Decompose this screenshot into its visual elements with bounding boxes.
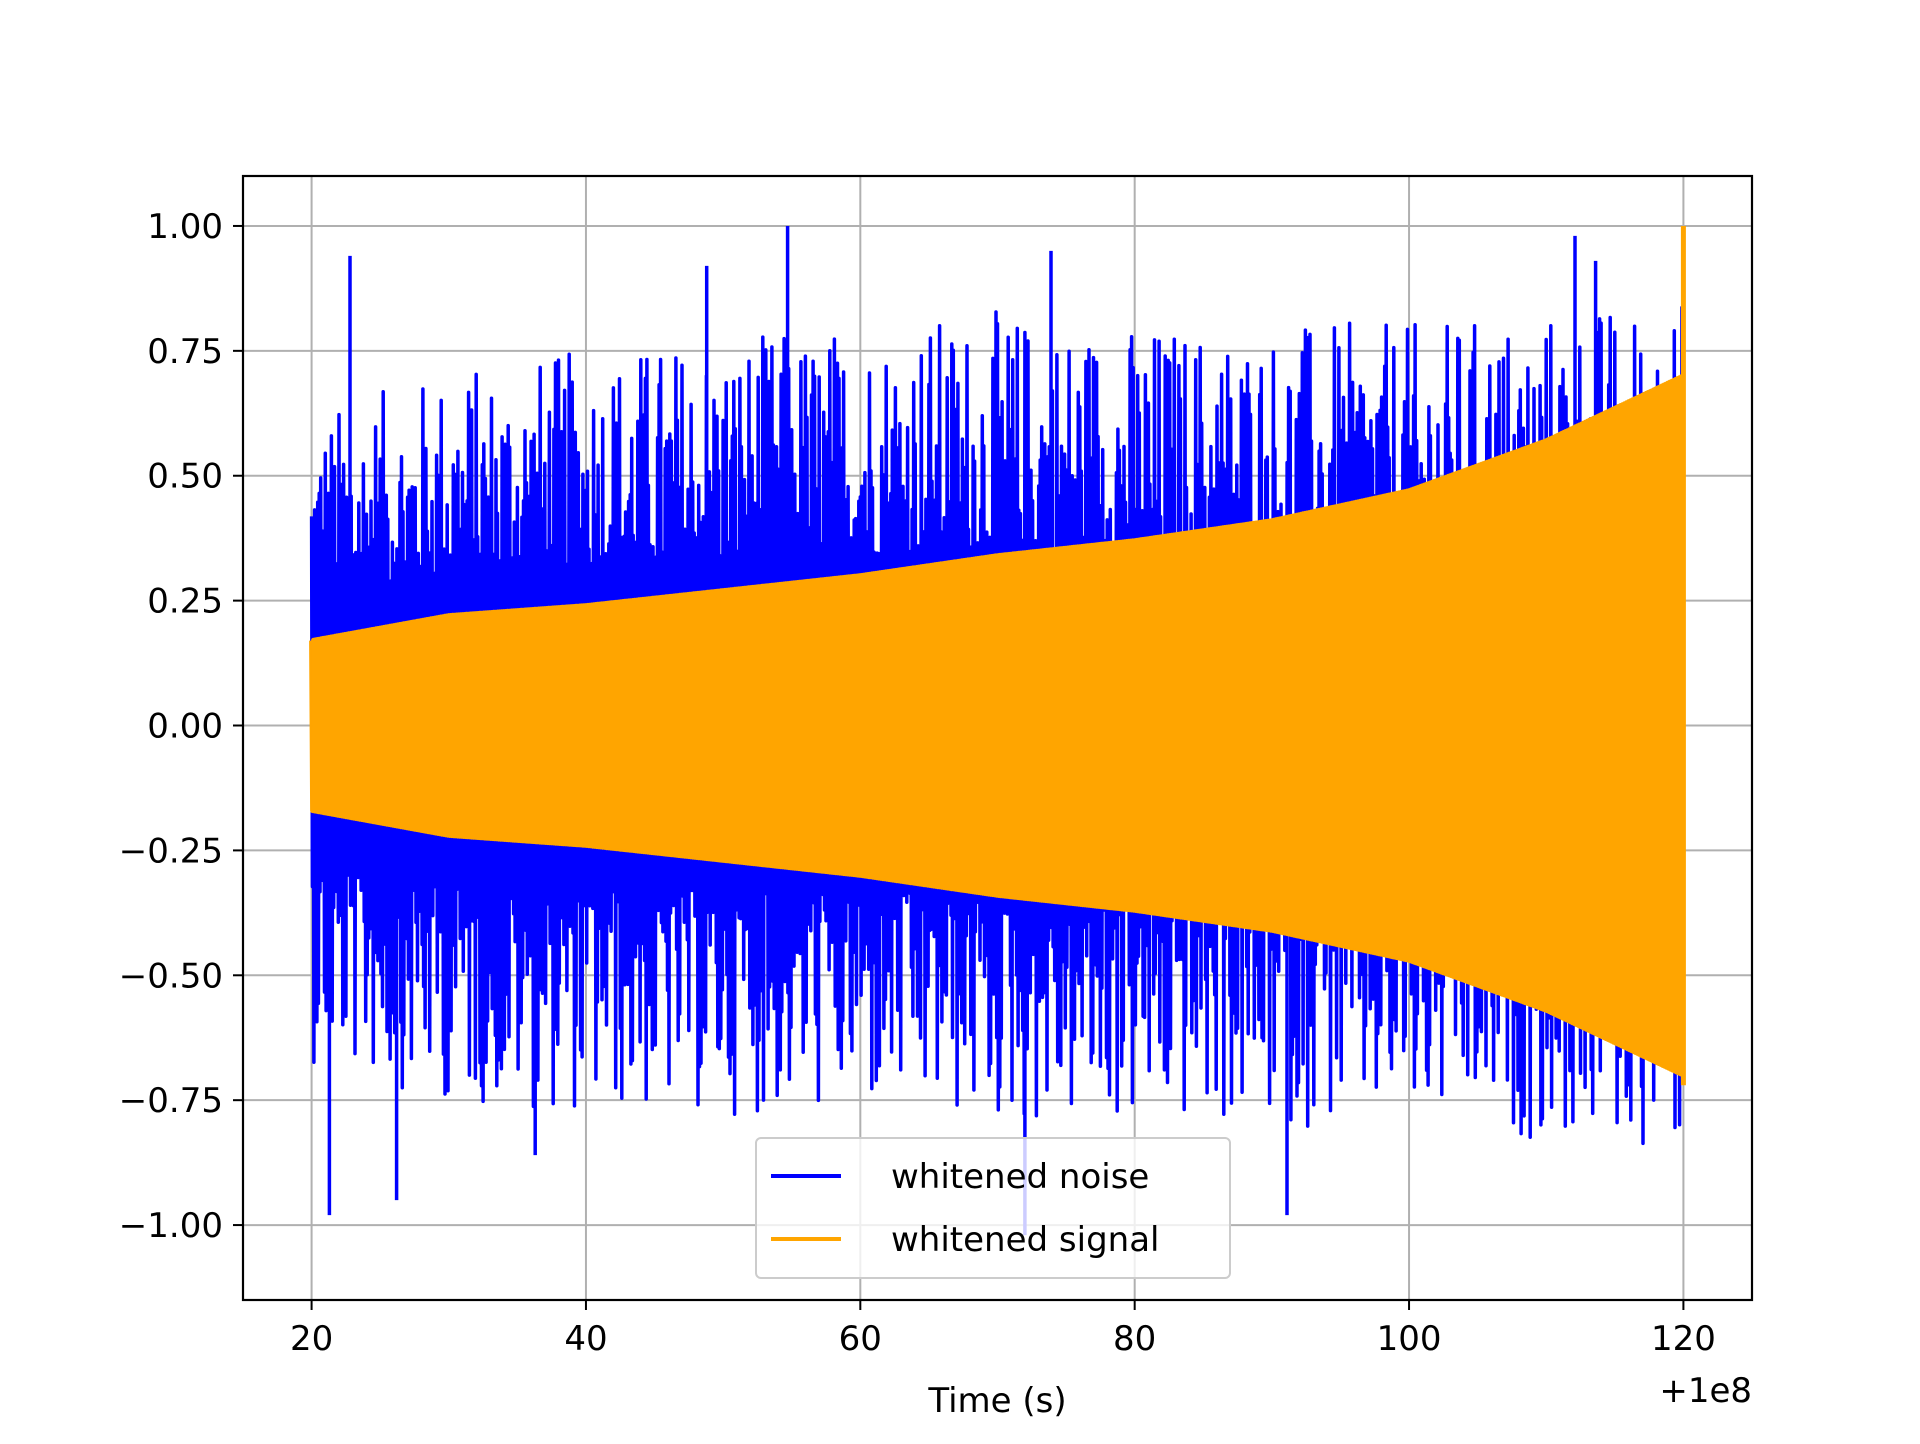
series-whitened-signal — [309, 226, 1686, 1086]
x-tick-label: 80 — [1113, 1319, 1156, 1359]
legend-label-whitened-noise: whitened noise — [891, 1157, 1149, 1197]
y-tick-label: 0.25 — [147, 582, 223, 622]
legend-label-whitened-signal: whitened signal — [891, 1220, 1159, 1260]
x-offset-label: +1e8 — [1659, 1371, 1752, 1411]
y-tick-label: 1.00 — [147, 207, 223, 247]
legend: whitened noise whitened signal — [755, 1137, 1231, 1279]
y-tick-label: −0.75 — [119, 1081, 223, 1121]
series-layer — [309, 226, 1686, 1236]
y-tick-label: 0.50 — [147, 457, 223, 497]
x-tick-label: 120 — [1651, 1319, 1716, 1359]
x-tick-label: 20 — [290, 1319, 333, 1359]
y-tick-label: −0.25 — [119, 831, 223, 871]
y-tick-label: 0.75 — [147, 332, 223, 372]
y-tick-label: 0.00 — [147, 707, 223, 747]
y-tick-label: −0.50 — [119, 956, 223, 996]
x-axis-label: Time (s) — [927, 1381, 1066, 1421]
x-tick-label: 40 — [564, 1319, 607, 1359]
series-fill — [311, 375, 1684, 1076]
legend-box — [755, 1137, 1231, 1279]
ticks: 20 40 60 80 100 120 1.00 0.75 0.50 0.25 0.00 −0.25 −… — [119, 207, 1716, 1359]
x-tick-label: 100 — [1377, 1319, 1442, 1359]
y-tick-label: −1.00 — [119, 1206, 223, 1246]
axes-frame — [241, 174, 1754, 1302]
x-tick-label: 60 — [839, 1319, 882, 1359]
